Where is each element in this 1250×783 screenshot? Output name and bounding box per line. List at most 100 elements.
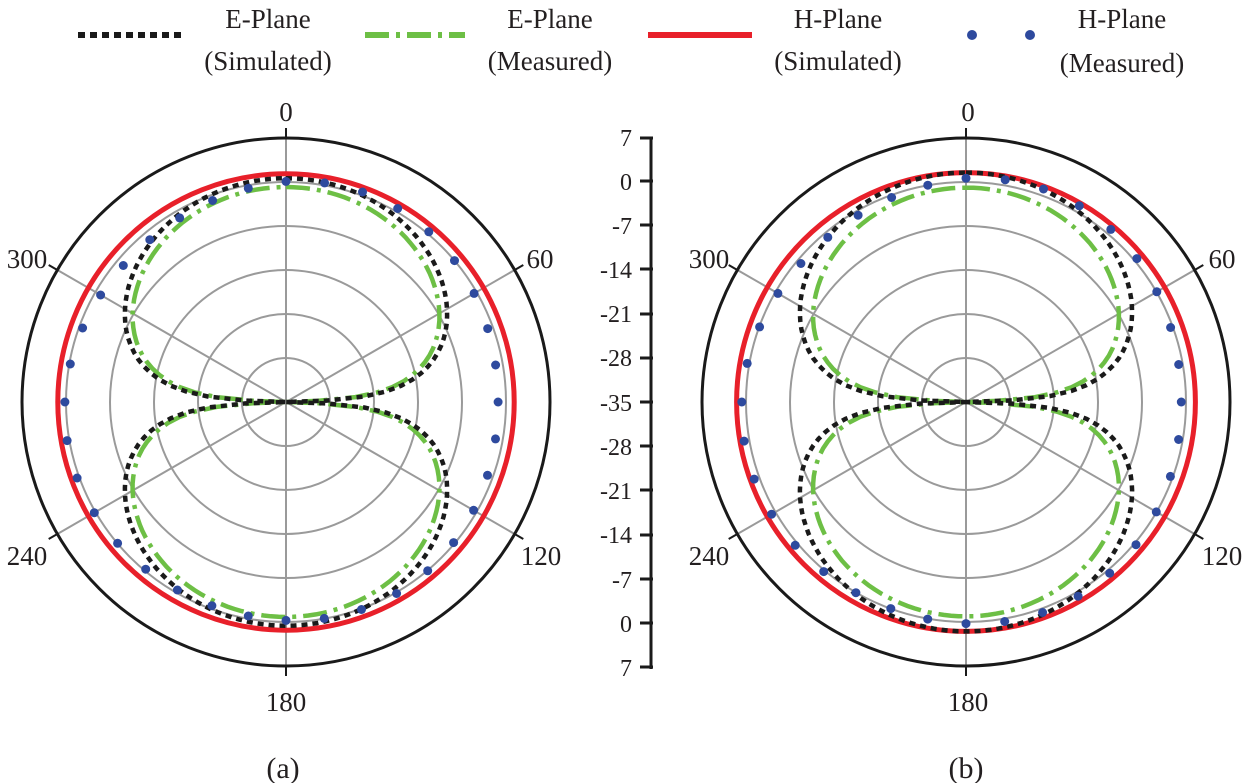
radial-axis-label-m7-top: -7 <box>612 214 632 240</box>
rim-tick-120-b <box>1193 532 1204 540</box>
legend-item-e-plane-simulated: E-Plane (Simulated) <box>78 4 332 76</box>
radial-axis-label-7-top: 7 <box>620 126 632 152</box>
radial-axis-label-m14-bottom: -14 <box>600 523 632 549</box>
h-measured-point-40-a <box>424 227 434 237</box>
legend-item-e-plane-measured: E-Plane (Measured) <box>365 4 612 76</box>
rim-tick-240-b <box>728 532 739 540</box>
h-measured-point-240-b <box>767 509 777 519</box>
angle-label-60-a: 60 <box>527 244 554 274</box>
h-measured-point-150-a <box>392 589 402 598</box>
radial-axis-label-0-bottom: 0 <box>620 612 632 638</box>
h-measured-point-70-b <box>1166 323 1176 332</box>
h-measured-point-50-b <box>1132 254 1142 264</box>
legend: E-Plane (Simulated) E-Plane (Measured) H… <box>78 4 1184 78</box>
legend-label-h-sim-line1: H-Plane <box>794 4 882 34</box>
angle-label-240-b: 240 <box>689 541 730 571</box>
h-measured-point-0-a <box>281 176 291 186</box>
h-measured-point-350-b <box>923 180 933 190</box>
h-measured-point-340-a <box>208 196 218 205</box>
h-measured-point-250-b <box>749 474 759 484</box>
polar-plot-a: 0 60 120 180 240 300 (a) <box>7 97 562 783</box>
h-measured-point-80-b <box>1174 360 1184 369</box>
legend-swatch-h-meas-dot-1 <box>967 30 977 40</box>
h-measured-point-10-a <box>320 178 330 188</box>
h-measured-point-70-a <box>483 324 493 334</box>
h-measured-point-130-a <box>449 538 459 548</box>
h-measured-point-230-b <box>790 540 800 550</box>
h-measured-point-130-b <box>1131 540 1141 550</box>
h-measured-point-90-b <box>1176 397 1186 407</box>
h-measured-point-320-a <box>145 235 155 245</box>
h-measured-point-90-a <box>493 397 503 407</box>
radial-axis-label-0-top: 0 <box>620 170 632 196</box>
h-measured-point-170-a <box>319 613 329 623</box>
h-measured-point-100-b <box>1174 435 1184 444</box>
h-measured-point-310-a <box>118 261 128 270</box>
h-measured-point-40-b <box>1106 224 1116 234</box>
angle-label-60-b: 60 <box>1209 244 1236 274</box>
radial-axis-label-7-bottom: 7 <box>620 656 632 682</box>
h-measured-point-230-a <box>113 538 123 548</box>
rim-tick-60-b <box>1193 264 1204 272</box>
h-measured-point-300-b <box>773 288 783 298</box>
rim-tick-120-a <box>513 532 524 540</box>
h-measured-point-140-a <box>423 566 433 576</box>
angle-label-180-a: 180 <box>266 687 307 717</box>
series-e-plane-measured-a <box>130 184 442 620</box>
polar-series-b <box>734 170 1198 634</box>
h-measured-point-160-a <box>357 605 366 614</box>
h-measured-point-180-b <box>961 619 971 629</box>
rim-tick-60-a <box>513 264 524 272</box>
h-measured-point-20-b <box>1039 184 1048 194</box>
angle-label-0-a: 0 <box>279 97 293 127</box>
h-measured-point-270-a <box>60 397 70 407</box>
h-measured-point-260-a <box>62 436 72 446</box>
h-measured-point-260-b <box>739 436 749 446</box>
h-measured-point-60-a <box>469 288 479 298</box>
polar-series-a <box>55 171 517 633</box>
h-measured-point-120-a <box>469 505 479 515</box>
legend-label-h-meas-line1: H-Plane <box>1078 4 1166 34</box>
angle-label-240-a: 240 <box>7 541 48 571</box>
legend-label-e-sim-line1: E-Plane <box>225 4 310 34</box>
legend-label-e-sim-line2: (Simulated) <box>204 46 331 76</box>
h-measured-point-330-b <box>853 210 863 220</box>
panel-label-a: (a) <box>266 752 299 783</box>
legend-label-e-meas-line2: (Measured) <box>488 46 612 76</box>
h-measured-point-170-b <box>1000 617 1010 626</box>
h-measured-point-50-a <box>450 256 459 266</box>
h-measured-point-30-b <box>1074 201 1084 211</box>
h-measured-point-200-a <box>207 601 217 611</box>
series-h-plane-simulated-a <box>55 171 517 633</box>
angle-label-180-b: 180 <box>948 687 989 717</box>
h-measured-point-310-b <box>796 259 806 268</box>
radial-axis-label-m14-top: -14 <box>600 258 632 284</box>
h-measured-point-100-a <box>491 434 500 444</box>
h-measured-point-280-b <box>742 358 752 368</box>
h-measured-point-210-a <box>172 585 182 595</box>
h-measured-point-290-b <box>755 322 765 332</box>
legend-label-e-meas-line1: E-Plane <box>507 4 592 34</box>
angle-label-120-a: 120 <box>521 541 562 571</box>
h-measured-point-110-b <box>1165 471 1175 481</box>
legend-label-h-meas-line2: (Measured) <box>1060 48 1184 78</box>
rim-tick-300-b <box>728 264 739 272</box>
h-measured-point-240-a <box>89 508 99 518</box>
polar-grid-a <box>20 128 552 676</box>
radial-axis-label-m35: -35 <box>600 391 632 417</box>
h-measured-point-290-a <box>78 323 88 333</box>
h-measured-point-190-b <box>923 614 933 624</box>
h-measured-point-200-b <box>886 604 896 614</box>
rim-tick-300-a <box>48 264 59 272</box>
radial-axis-label-m21-top: -21 <box>600 302 632 328</box>
h-measured-point-120-b <box>1151 507 1161 517</box>
h-measured-point-180-a <box>281 615 291 625</box>
h-measured-point-160-b <box>1038 608 1048 617</box>
angle-label-0-b: 0 <box>961 97 975 127</box>
radial-axis-label-m28-top: -28 <box>600 346 632 372</box>
h-measured-point-30-a <box>393 204 403 213</box>
polar-plot-b: 0 60 120 180 240 300 (b) <box>689 97 1243 783</box>
series-e-plane-simulated-a <box>122 175 450 629</box>
h-measured-point-150-b <box>1073 591 1083 601</box>
